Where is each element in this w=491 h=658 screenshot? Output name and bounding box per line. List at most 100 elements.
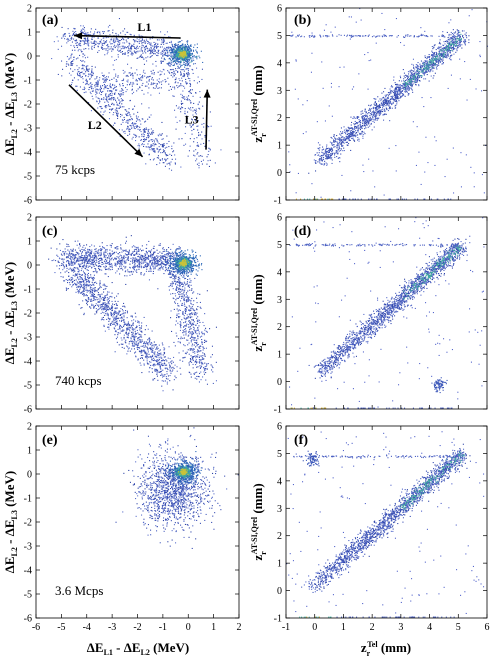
data-point (178, 78, 180, 80)
data-point (151, 140, 153, 142)
data-point (151, 72, 153, 74)
data-point (424, 67, 426, 69)
data-point (345, 141, 347, 143)
data-point (402, 86, 404, 88)
data-point (112, 83, 114, 85)
data-point (328, 152, 330, 154)
data-point (88, 42, 90, 44)
data-point (100, 40, 102, 42)
data-point (407, 83, 409, 85)
data-point (357, 130, 359, 132)
y-tick-label: 2 (277, 113, 282, 124)
data-point (82, 67, 84, 69)
data-point (330, 82, 332, 84)
data-point (114, 84, 116, 86)
data-point (459, 31, 461, 33)
data-point (411, 88, 413, 90)
y-tick-label: 0 (277, 168, 282, 179)
data-point (429, 59, 431, 61)
data-point (193, 154, 195, 156)
data-point (162, 54, 164, 56)
data-point (139, 129, 141, 131)
data-point (189, 58, 191, 60)
data-point (126, 128, 128, 130)
data-point (179, 51, 181, 53)
data-point (442, 49, 444, 51)
data-point (76, 46, 78, 48)
data-point (359, 129, 361, 131)
data-point (90, 85, 92, 87)
data-point (84, 30, 86, 32)
data-point (374, 186, 376, 188)
data-point (387, 92, 389, 94)
data-point (183, 274, 185, 276)
data-point (357, 127, 359, 129)
data-point (115, 81, 117, 83)
data-point (392, 86, 394, 88)
data-point (343, 34, 345, 36)
data-point (147, 92, 149, 94)
data-point (442, 52, 444, 54)
data-point (379, 105, 381, 107)
data-point (368, 118, 370, 120)
data-point (184, 108, 186, 110)
data-point (358, 73, 360, 75)
data-point (173, 150, 175, 152)
data-point (88, 45, 90, 47)
data-point (117, 34, 119, 36)
data-point (409, 82, 411, 84)
data-point (119, 85, 121, 87)
data-point (172, 56, 174, 58)
data-point (208, 150, 210, 152)
data-point (130, 67, 132, 69)
data-point (82, 78, 84, 80)
data-point (204, 135, 206, 137)
data-point (365, 111, 367, 113)
data-point (144, 140, 146, 142)
data-point (403, 198, 405, 200)
data-point (407, 81, 409, 83)
data-point (318, 159, 320, 161)
data-point (101, 107, 103, 109)
data-point (140, 77, 142, 79)
data-point (67, 37, 69, 39)
data-point (148, 146, 150, 148)
data-point (197, 125, 199, 127)
data-point (140, 257, 142, 259)
data-point (162, 138, 164, 140)
data-point (115, 89, 117, 91)
data-point (408, 83, 410, 85)
data-point (126, 80, 128, 82)
data-point (110, 46, 112, 48)
data-point (192, 95, 194, 97)
data-point (129, 50, 131, 52)
data-point (450, 58, 452, 60)
data-point (364, 125, 366, 127)
data-point (426, 63, 428, 65)
data-point (433, 75, 435, 77)
data-point (176, 63, 178, 65)
data-point (431, 64, 433, 66)
data-point (297, 172, 299, 174)
data-point (103, 37, 105, 39)
data-point (175, 158, 177, 160)
data-point (91, 83, 93, 85)
data-point (183, 49, 185, 51)
data-point (297, 34, 299, 36)
data-point (161, 159, 163, 161)
data-point (309, 35, 311, 37)
data-point (128, 120, 130, 122)
data-point (170, 58, 172, 60)
data-point (397, 96, 399, 98)
data-point (121, 39, 123, 41)
data-point (378, 103, 380, 105)
data-point (173, 50, 175, 52)
data-point (320, 198, 322, 200)
data-point (177, 58, 179, 60)
data-point (443, 48, 445, 50)
data-point (153, 251, 155, 253)
data-point (209, 148, 211, 150)
data-point (157, 50, 159, 52)
data-point (103, 74, 105, 76)
